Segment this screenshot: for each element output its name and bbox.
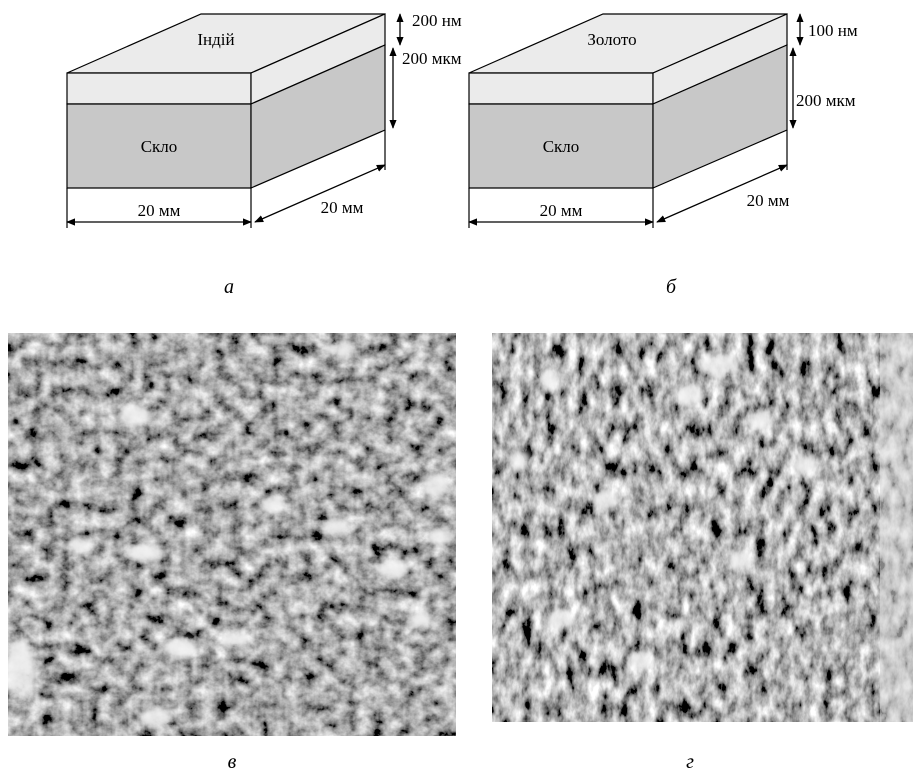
depth-label: 20 мм: [747, 191, 790, 210]
sample-diagram-b: Золото Скло 100 нм 200 мкм 20 мм 20 мм б: [468, 13, 858, 298]
substrate-thickness: 200 мкм: [402, 49, 462, 68]
afm-image-gold: [492, 333, 913, 722]
caption: г: [686, 751, 694, 773]
depth-label: 20 мм: [321, 198, 364, 217]
sample-diagram-a: Індій Скло 200 нм 200 мкм 20 мм 20 мм а: [66, 11, 462, 298]
caption: б: [666, 276, 677, 298]
substrate-label: Скло: [543, 137, 580, 156]
layer-thickness: 200 нм: [412, 11, 462, 30]
width-label: 20 мм: [138, 201, 181, 220]
caption: в: [228, 751, 237, 773]
top-layer-label: Індій: [197, 30, 234, 49]
width-label: 20 мм: [540, 201, 583, 220]
substrate-label: Скло: [141, 137, 178, 156]
caption: а: [224, 276, 234, 298]
top-layer-label: Золото: [587, 30, 636, 49]
afm-image-indium: [8, 333, 456, 736]
substrate-thickness: 200 мкм: [796, 91, 856, 110]
layer-thickness: 100 нм: [808, 21, 858, 40]
